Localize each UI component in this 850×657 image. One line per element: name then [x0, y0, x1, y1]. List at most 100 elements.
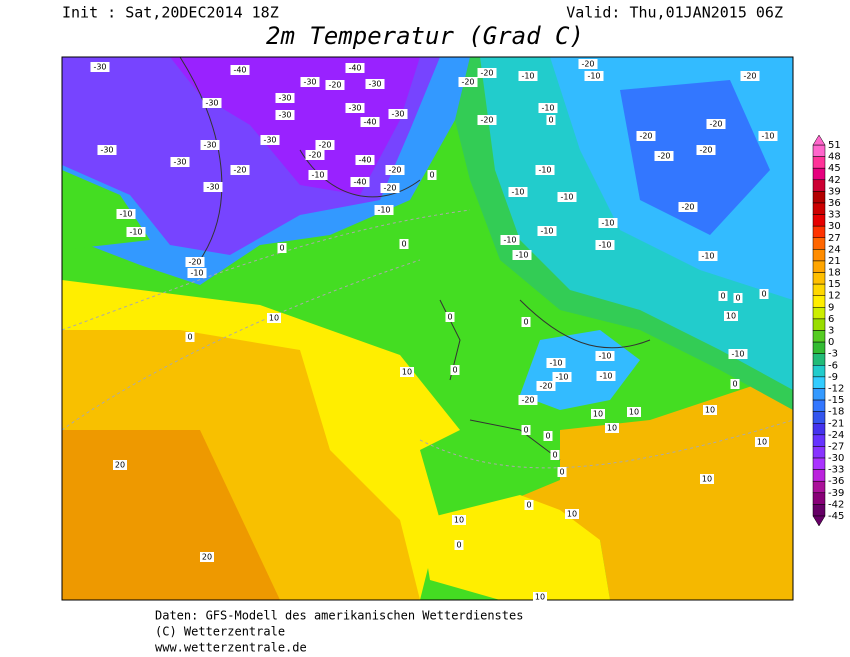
label-box — [360, 117, 380, 127]
colorbar-arrow — [812, 515, 826, 527]
label-box — [543, 431, 553, 441]
colorbar-label: 27 — [828, 233, 841, 244]
init-time: Init : Sat,20DEC2014 18Z — [62, 4, 279, 22]
contour-label: -20 — [480, 69, 493, 78]
contour-label: -30 — [278, 94, 291, 103]
contour-label: -30 — [278, 111, 291, 120]
label-box — [706, 119, 726, 129]
contour-label: -20 — [461, 78, 474, 87]
colorbar-segment — [812, 283, 826, 296]
colorbar-segment — [812, 469, 826, 482]
colorbar-label: -12 — [828, 383, 844, 394]
colorbar-label: 18 — [828, 268, 841, 279]
colorbar-label: -21 — [828, 418, 844, 429]
colorbar-label: 39 — [828, 186, 841, 197]
colorbar-segment — [812, 376, 826, 389]
label-box — [591, 409, 605, 419]
contour-label: -30 — [391, 110, 404, 119]
contour-label: 10 — [535, 593, 545, 602]
colorbar-segment — [812, 249, 826, 262]
label-box — [696, 145, 716, 155]
label-box — [200, 552, 214, 562]
contour-label: 0 — [456, 541, 461, 550]
colorbar-label: 6 — [828, 314, 834, 325]
contour-label: -20 — [233, 166, 246, 175]
contour-label: -30 — [205, 99, 218, 108]
label-box — [454, 540, 464, 550]
contour-label: -20 — [743, 72, 756, 81]
label-box — [584, 71, 604, 81]
label-box — [546, 358, 566, 368]
colorbar-segment — [812, 434, 826, 447]
contour-label: -10 — [541, 104, 554, 113]
label-box — [315, 140, 335, 150]
contour-label: -30 — [173, 158, 186, 167]
contour-label: -40 — [358, 156, 371, 165]
contour-label: 0 — [559, 468, 564, 477]
contour-label: 10 — [567, 510, 577, 519]
label-box — [537, 226, 557, 236]
label-box — [598, 218, 618, 228]
label-box — [512, 250, 532, 260]
contour-label: 10 — [607, 424, 617, 433]
contour-label: -10 — [540, 227, 553, 236]
label-box — [325, 80, 345, 90]
colorbar-segment — [812, 365, 826, 378]
contour-label: -20 — [709, 120, 722, 129]
colorbar-label: 21 — [828, 256, 841, 267]
colorbar-segment — [812, 225, 826, 238]
colorbar-segment — [812, 295, 826, 308]
contour-label: 0 — [548, 116, 553, 125]
colorbar-label: 30 — [828, 221, 841, 232]
label-box — [703, 405, 717, 415]
colorbar-label: 36 — [828, 198, 841, 209]
contour-label: -10 — [129, 228, 142, 237]
colorbar-label: 48 — [828, 152, 841, 163]
colorbar-segment — [812, 214, 826, 227]
contour-label: -20 — [480, 116, 493, 125]
contour-label: 0 — [720, 292, 725, 301]
label-box — [636, 131, 656, 141]
contour-label: -20 — [383, 184, 396, 193]
colorbar-label: -9 — [828, 372, 838, 383]
contour-label: 0 — [279, 244, 284, 253]
colorbar-segment — [812, 353, 826, 366]
label-box — [275, 93, 295, 103]
colorbar-segment — [812, 202, 826, 215]
colorbar-label: -39 — [828, 488, 844, 499]
contour-label: -10 — [761, 132, 774, 141]
label-box — [345, 103, 365, 113]
contour-label: 10 — [269, 314, 279, 323]
colorbar-label: -27 — [828, 441, 844, 452]
contour-label: -30 — [93, 63, 106, 72]
label-box — [388, 109, 408, 119]
contour-label: -40 — [233, 66, 246, 75]
contour-label: -20 — [308, 151, 321, 160]
label-box — [170, 157, 190, 167]
colorbar-segment — [812, 156, 826, 169]
contour-label: 10 — [629, 408, 639, 417]
colorbar-segment — [812, 237, 826, 250]
contour-label: -20 — [521, 396, 534, 405]
contour-label: 20 — [115, 461, 125, 470]
contour-label: -40 — [348, 64, 361, 73]
colorbar-label: 12 — [828, 291, 841, 302]
label-box — [374, 205, 394, 215]
contour-label: 0 — [447, 313, 452, 322]
contour-label: -10 — [598, 352, 611, 361]
footer-line: (C) Wetterzentrale — [155, 625, 285, 639]
label-box — [552, 372, 572, 382]
contour-label: -20 — [581, 60, 594, 69]
colorbar-arrow — [812, 134, 826, 146]
label-box — [535, 165, 555, 175]
label-box — [116, 209, 136, 219]
label-box — [518, 71, 538, 81]
contour-label: 10 — [757, 438, 767, 447]
label-box — [202, 98, 222, 108]
footer-line: Daten: GFS-Modell des amerikanischen Wet… — [155, 609, 523, 623]
colorbar-segment — [812, 167, 826, 181]
colorbar-label: -3 — [828, 349, 838, 360]
contour-label: 0 — [187, 333, 192, 342]
contour-label: -10 — [701, 252, 714, 261]
